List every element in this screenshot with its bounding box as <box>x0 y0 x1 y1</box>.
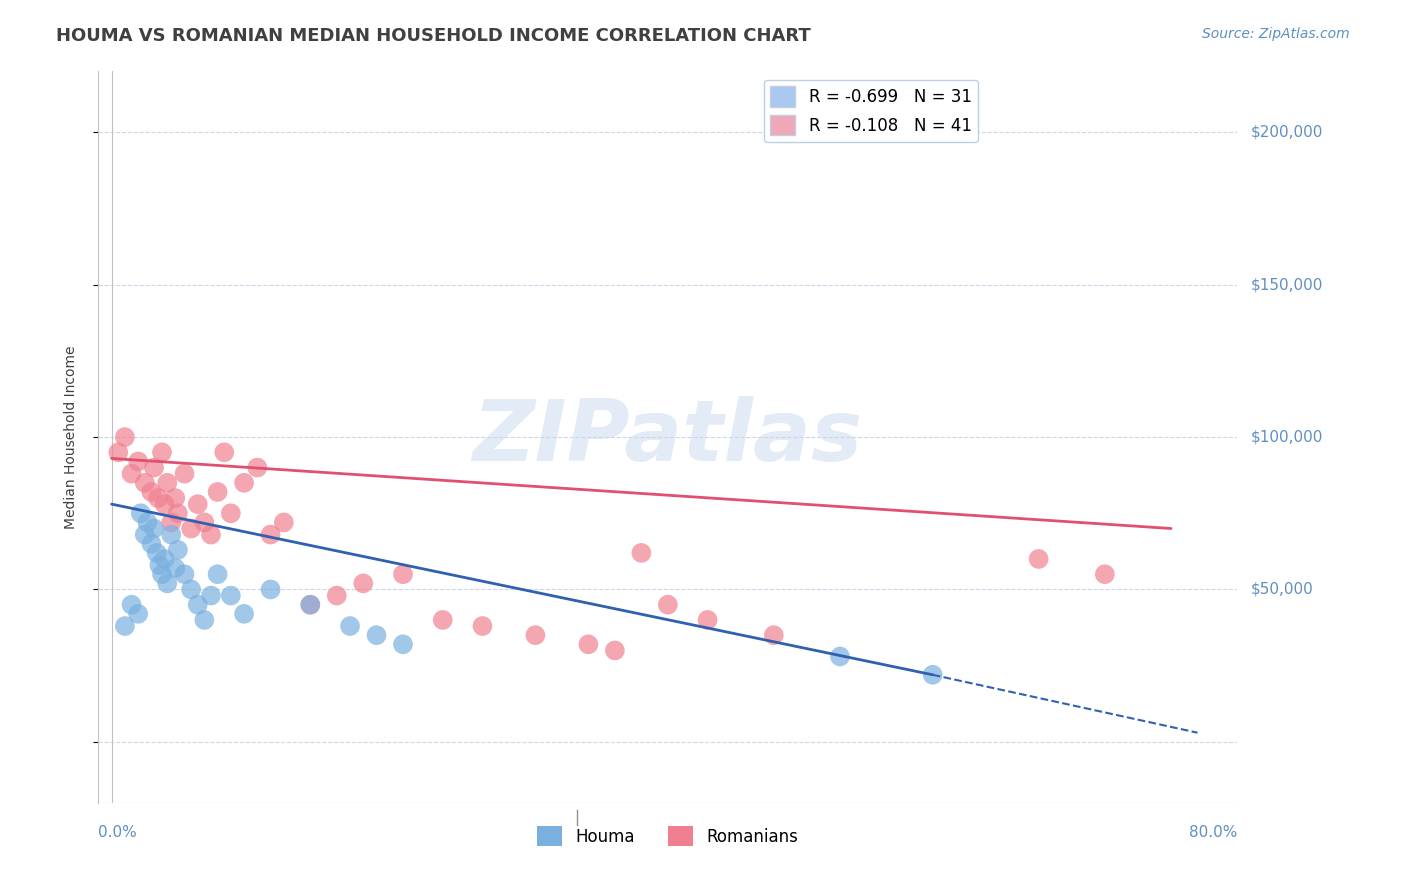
Point <box>207 485 229 500</box>
Point <box>134 527 156 541</box>
Point <box>273 516 295 530</box>
Point <box>173 467 195 481</box>
Point <box>121 598 143 612</box>
Point <box>136 516 159 530</box>
Text: HOUMA VS ROMANIAN MEDIAN HOUSEHOLD INCOME CORRELATION CHART: HOUMA VS ROMANIAN MEDIAN HOUSEHOLD INCOM… <box>56 27 811 45</box>
Text: $100,000: $100,000 <box>1250 430 1323 444</box>
Point <box>603 643 626 657</box>
Point <box>141 537 163 551</box>
Point <box>167 506 190 520</box>
Point <box>173 567 195 582</box>
Point <box>114 430 136 444</box>
Point <box>156 475 179 490</box>
Point <box>145 546 167 560</box>
Point <box>141 485 163 500</box>
Y-axis label: Median Household Income: Median Household Income <box>63 345 77 529</box>
Point <box>828 649 851 664</box>
Point <box>134 475 156 490</box>
Point <box>107 445 129 459</box>
Point <box>150 567 173 582</box>
Text: $50,000: $50,000 <box>1250 582 1313 597</box>
Point <box>233 607 256 621</box>
Point <box>160 516 183 530</box>
Text: ZIPatlas: ZIPatlas <box>472 395 863 479</box>
Text: $200,000: $200,000 <box>1250 125 1323 140</box>
Point <box>143 460 166 475</box>
Point <box>180 582 202 597</box>
Point <box>366 628 388 642</box>
Point <box>153 497 176 511</box>
Point <box>156 576 179 591</box>
Point <box>127 607 149 621</box>
Point <box>187 598 209 612</box>
Point <box>160 527 183 541</box>
Text: Source: ZipAtlas.com: Source: ZipAtlas.com <box>1202 27 1350 41</box>
Point <box>212 445 235 459</box>
Point <box>219 589 242 603</box>
Point <box>207 567 229 582</box>
Point <box>167 542 190 557</box>
Point <box>148 558 170 573</box>
Point <box>762 628 785 642</box>
Point <box>114 619 136 633</box>
Point <box>1094 567 1116 582</box>
Point <box>339 619 361 633</box>
Point <box>143 521 166 535</box>
Point <box>200 589 222 603</box>
Point <box>352 576 374 591</box>
Legend: Houma, Romanians: Houma, Romanians <box>530 820 806 853</box>
Point <box>153 552 176 566</box>
Text: 80.0%: 80.0% <box>1189 825 1237 839</box>
Point <box>121 467 143 481</box>
Point <box>146 491 169 505</box>
Point <box>165 561 187 575</box>
Point <box>432 613 454 627</box>
Point <box>392 637 415 651</box>
Point <box>193 516 215 530</box>
Point <box>921 667 943 681</box>
Point <box>524 628 547 642</box>
Point <box>180 521 202 535</box>
Point <box>187 497 209 511</box>
Text: 0.0%: 0.0% <box>98 825 138 839</box>
Point <box>471 619 494 633</box>
Point <box>246 460 269 475</box>
Point <box>219 506 242 520</box>
Point <box>326 589 349 603</box>
Point <box>299 598 322 612</box>
Point <box>127 454 149 468</box>
Point <box>259 582 281 597</box>
Text: $150,000: $150,000 <box>1250 277 1323 293</box>
Point <box>165 491 187 505</box>
Point <box>392 567 415 582</box>
Point <box>129 506 152 520</box>
Point <box>696 613 718 627</box>
Point <box>576 637 599 651</box>
Point <box>657 598 679 612</box>
Point <box>193 613 215 627</box>
Point <box>150 445 173 459</box>
Point <box>200 527 222 541</box>
Point <box>233 475 256 490</box>
Point <box>630 546 652 560</box>
Point <box>299 598 322 612</box>
Point <box>259 527 281 541</box>
Point <box>1028 552 1050 566</box>
